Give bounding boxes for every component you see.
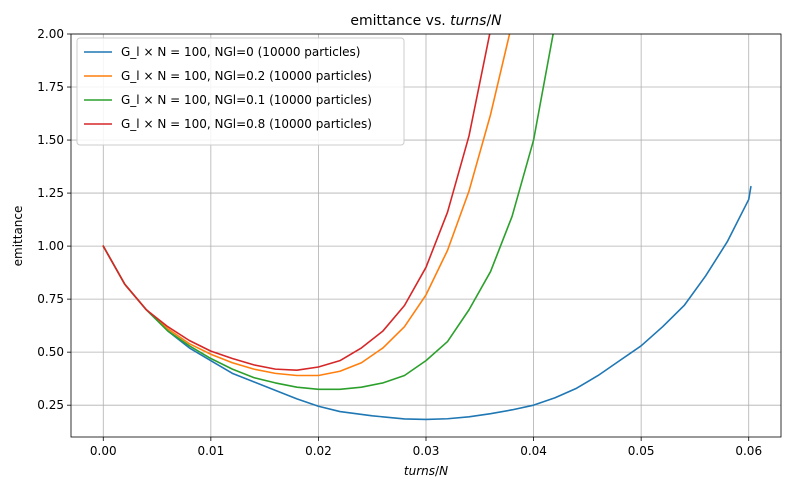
series-line-2 <box>102 34 511 377</box>
x-tick-label: 0.01 <box>197 444 224 458</box>
y-tick-label: 0.50 <box>37 345 64 359</box>
y-tick-label: 1.50 <box>37 133 64 147</box>
legend-label-2: G_l × N = 100, NGl=0.2 (10000 particles) <box>121 69 372 83</box>
x-tick-label: 0.00 <box>90 444 117 458</box>
y-axis-title: emittance <box>11 206 25 267</box>
legend-label-4: G_l × N = 100, NGl=0.8 (10000 particles) <box>121 117 372 131</box>
x-tick-label: 0.06 <box>735 444 762 458</box>
y-tick-label: 0.25 <box>37 398 64 412</box>
legend-label-3: G_l × N = 100, NGl=0.1 (10000 particles) <box>121 93 372 107</box>
y-tick-label: 2.00 <box>37 27 64 41</box>
x-tick-label: 0.02 <box>305 444 332 458</box>
legend-box <box>76 37 405 146</box>
y-axis: 0.25 0.50 0.75 1.00 1.25 1.50 1.75 2.00 <box>37 27 71 412</box>
chart-title: emittance vs. turns/N <box>350 13 502 29</box>
x-tick-label: 0.05 <box>628 444 655 458</box>
y-tick-label: 1.75 <box>37 80 64 94</box>
legend-label-1: G_l × N = 100, NGl=0 (10000 particles) <box>121 45 360 59</box>
x-axis-title: turns/N <box>404 464 448 478</box>
legend: G_l × N = 100, NGl=0 (10000 particles) G_… <box>76 37 405 146</box>
y-tick-label: 1.00 <box>37 239 64 253</box>
series-layer <box>102 34 752 421</box>
series-line-3 <box>102 34 554 391</box>
y-tick-label: 1.25 <box>37 186 64 200</box>
x-tick-label: 0.03 <box>413 444 440 458</box>
series-line-4 <box>102 34 491 371</box>
x-tick-label: 0.04 <box>520 444 547 458</box>
y-tick-label: 0.75 <box>37 292 64 306</box>
x-axis: 0.00 0.01 0.02 0.03 0.04 0.05 0.06 <box>90 437 762 458</box>
series-line-1 <box>102 185 752 421</box>
